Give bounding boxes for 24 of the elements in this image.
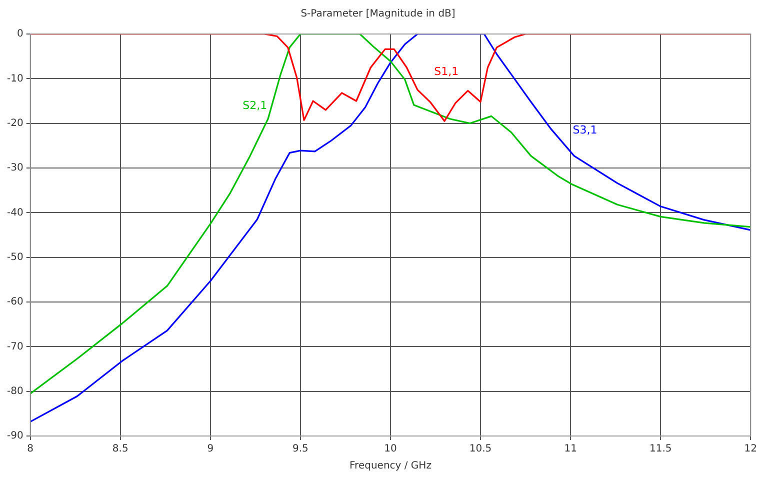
x-tick-label: 12 xyxy=(744,444,758,455)
y-tick-label: -30 xyxy=(6,162,24,174)
y-tick-label: -70 xyxy=(6,341,24,352)
y-tick-label: -90 xyxy=(6,430,24,442)
series-label: S3,1 xyxy=(572,124,598,137)
series-label: S2,1 xyxy=(242,99,268,112)
x-tick-label: 11 xyxy=(564,444,577,455)
x-tick-label: 8 xyxy=(27,444,34,455)
x-tick-label: 10 xyxy=(384,444,397,455)
x-tick-label: 9.5 xyxy=(292,444,308,455)
x-tick-label: 11.5 xyxy=(649,444,672,455)
chart-title: S-Parameter [Magnitude in dB] xyxy=(300,8,456,20)
y-tick-label: -10 xyxy=(6,73,24,84)
x-tick-label: 9 xyxy=(207,444,214,455)
y-tick-label: -20 xyxy=(6,118,24,129)
y-tick-label: -80 xyxy=(6,386,24,397)
x-tick-label: 8.5 xyxy=(112,444,128,455)
series-label: S1,1 xyxy=(434,64,459,78)
y-tick-label: -60 xyxy=(6,296,24,308)
x-tick-label: 10.5 xyxy=(469,444,492,455)
y-tick-label: 0 xyxy=(16,28,24,40)
x-axis-title: Frequency / GHz xyxy=(350,460,432,472)
y-tick-label: -40 xyxy=(6,207,24,218)
y-tick-label: -50 xyxy=(6,252,24,263)
